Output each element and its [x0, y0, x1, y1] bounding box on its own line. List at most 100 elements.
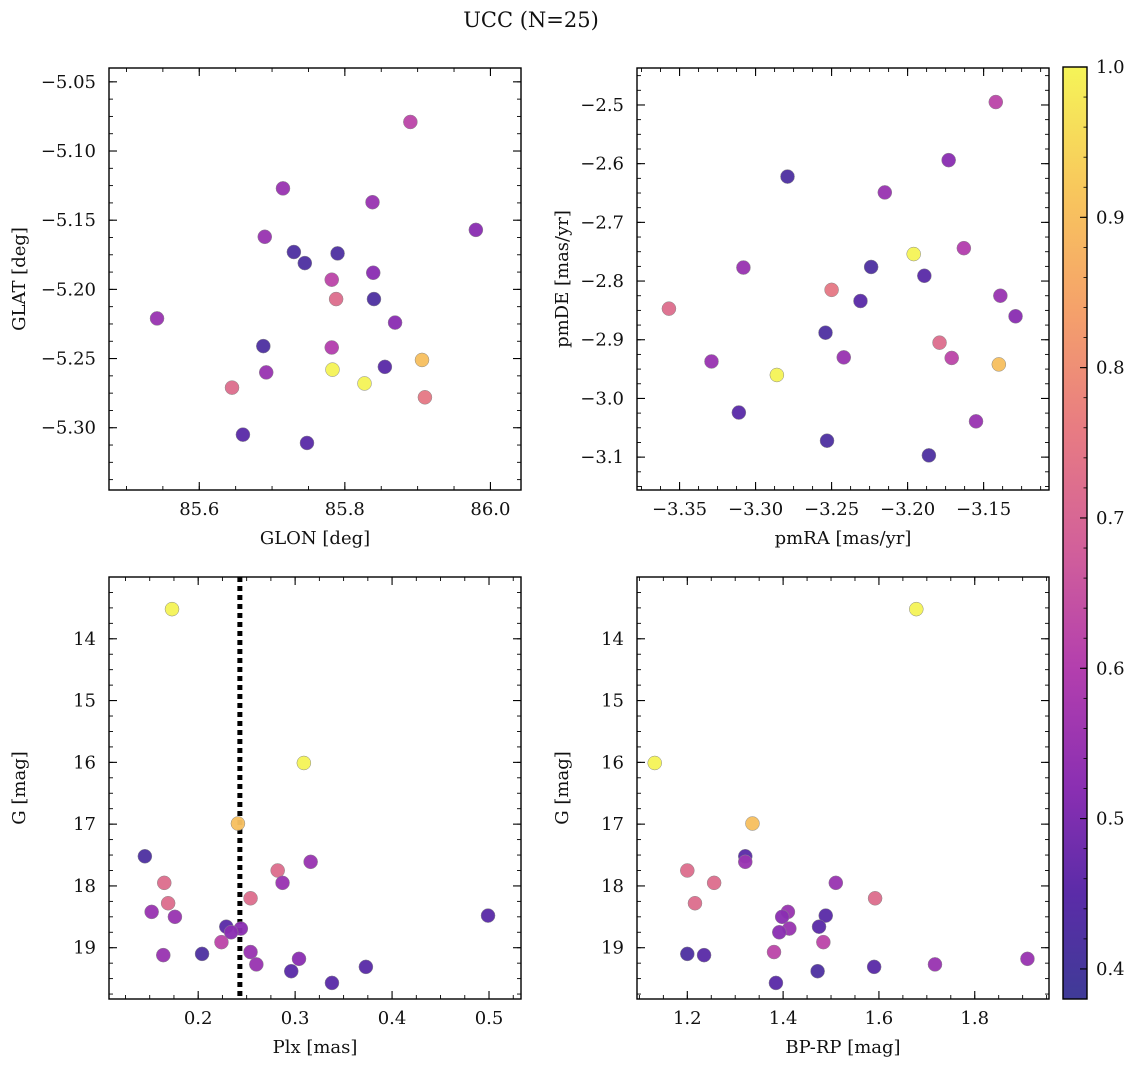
panel-bottom-right-point — [816, 934, 831, 950]
panel-top-right-point — [906, 246, 921, 262]
panel-top-right-frame — [636, 67, 1050, 491]
panel-top-left-point — [275, 181, 291, 196]
panel-bottom-left-point — [296, 755, 312, 771]
panel-top-right-xlabel: pmRA [mas/yr] — [775, 528, 912, 549]
panel-bottom-right-point — [680, 863, 695, 878]
panel-top-left-ytick-label: −5.10 — [41, 141, 96, 162]
panel-top-left-point — [256, 338, 271, 354]
panel-top-right-point — [956, 240, 972, 256]
panel-bottom-right-ytick-label: 19 — [601, 938, 624, 959]
panel-bottom-left-point — [194, 946, 210, 962]
panel-bottom-right-point — [680, 946, 695, 962]
panel-bottom-left-point — [214, 934, 229, 950]
panel-top-left-xtick-label: 85.6 — [179, 499, 219, 520]
panel-bottom-left-ytick-label: 14 — [73, 629, 96, 650]
panel-top-left-point — [299, 435, 315, 451]
panel-top-right-point — [991, 357, 1007, 372]
panel-bottom-left-xtick-label: 0.3 — [281, 1008, 310, 1029]
panel-top-right-point — [1008, 309, 1023, 324]
panel-bottom-right-frame — [636, 576, 1050, 1000]
colorbar-tick-label: 0.5 — [1096, 809, 1125, 830]
panel-top-right-point — [836, 350, 852, 365]
panel-top-left-point — [328, 291, 344, 307]
panel-bottom-right-point — [772, 925, 787, 940]
panel-top-right-point — [863, 259, 879, 275]
panel-bottom-right-ytick-label: 15 — [601, 691, 624, 712]
panel-bottom-left-point — [275, 875, 290, 891]
panel-bottom-right-point — [867, 891, 883, 906]
panel-bottom-right-xtick-label: 1.2 — [673, 1008, 702, 1029]
panel-top-left-point — [357, 376, 372, 391]
panel-bottom-right-ytick-label: 14 — [601, 629, 624, 650]
panel-bottom-right-point — [909, 601, 924, 617]
panel-bottom-left-frame — [108, 576, 522, 1000]
panel-bottom-left-point — [243, 891, 258, 906]
panel-top-right-point — [993, 288, 1008, 303]
panel-top-right-ytick-label: −2.6 — [580, 154, 624, 175]
panel-top-left-ylabel: GLAT [deg] — [9, 227, 30, 331]
panel-top-right-point — [661, 301, 677, 316]
panel-bottom-left-point — [223, 925, 239, 940]
panel-bottom-left-xtick-label: 0.2 — [184, 1008, 213, 1029]
panel-top-right-xtick-label: −3.15 — [956, 499, 1011, 520]
panel-top-left-xtick-label: 85.8 — [325, 499, 365, 520]
panel-bottom-right-point — [828, 875, 844, 891]
panel-top-right-ylabel: pmDE [mas/yr] — [552, 210, 573, 348]
panel-top-right-point — [818, 325, 833, 340]
panel-bottom-right-point — [774, 909, 790, 925]
panel-bottom-right-ytick-label: 17 — [601, 814, 624, 835]
panel-bottom-left-xtick-label: 0.5 — [475, 1008, 504, 1029]
colorbar-tick-label: 0.9 — [1096, 207, 1125, 228]
panel-bottom-right-point — [866, 959, 882, 975]
colorbar-tick-label: 0.6 — [1096, 658, 1125, 679]
panel-top-right-xtick-label: −3.30 — [728, 499, 783, 520]
panel-bottom-right-point — [745, 816, 760, 831]
panel-top-right-ytick-label: −2.5 — [580, 95, 624, 116]
panel-top-left-point — [325, 362, 340, 377]
panel-top-right-point — [819, 433, 835, 448]
panel-top-right-point — [704, 354, 719, 369]
panel-bottom-right-xtick-label: 1.6 — [865, 1008, 894, 1029]
panel-top-left-point — [297, 255, 313, 271]
panel-top-right-xtick-label: −3.35 — [652, 499, 707, 520]
panel-bottom-left-ytick-label: 18 — [73, 876, 96, 897]
panel-top-left-ytick-label: −5.20 — [41, 279, 96, 300]
panel-top-left-point — [403, 114, 418, 130]
panel-top-left-point — [468, 222, 484, 238]
panel-top-left-point — [324, 340, 339, 355]
panel-top-left-point — [330, 246, 345, 261]
panel-bottom-left-point — [283, 963, 299, 979]
panel-top-left-ytick-label: −5.30 — [41, 418, 96, 439]
panel-bottom-right-point — [706, 875, 722, 891]
panel-bottom-left-point — [157, 875, 172, 891]
panel-bottom-left-point — [230, 816, 246, 831]
panel-bottom-left-point — [303, 854, 318, 870]
panel-bottom-left-point — [291, 951, 307, 967]
panel-top-right-xtick-label: −3.25 — [804, 499, 859, 520]
panel-bottom-right-ylabel: G [mag] — [552, 751, 573, 824]
panel-top-left-point — [417, 390, 433, 405]
panel-top-right-point — [736, 260, 751, 275]
panel-top-right-point — [731, 405, 747, 420]
panel-bottom-left-ytick-label: 19 — [73, 938, 96, 959]
panel-top-right-point — [941, 152, 956, 168]
panel-top-right-point — [853, 293, 868, 309]
panel-bottom-left-ytick-label: 16 — [73, 752, 96, 773]
panel-bottom-right-point — [766, 944, 782, 960]
panel-bottom-left-point — [480, 908, 496, 923]
panel-top-right-ytick-label: −2.9 — [580, 330, 624, 351]
panel-bottom-left-point — [167, 909, 183, 925]
panel-bottom-left-point — [160, 895, 176, 911]
colorbar-tick-label: 0.4 — [1096, 959, 1125, 980]
panel-top-right-ytick-label: −2.8 — [580, 271, 624, 292]
panel-bottom-right-xlabel: BP-RP [mag] — [785, 1037, 900, 1058]
panel-top-left-point — [387, 315, 403, 330]
panel-bottom-left-point — [324, 975, 340, 991]
panel-bottom-left-ytick-label: 15 — [73, 691, 96, 712]
panel-bottom-left-xlabel: Plx [mas] — [273, 1037, 358, 1058]
panel-bottom-left-point — [137, 849, 153, 864]
panel-top-right-ytick-label: −3.1 — [580, 447, 624, 468]
panel-top-right-point — [917, 268, 932, 284]
panel-top-right-point — [921, 448, 937, 463]
